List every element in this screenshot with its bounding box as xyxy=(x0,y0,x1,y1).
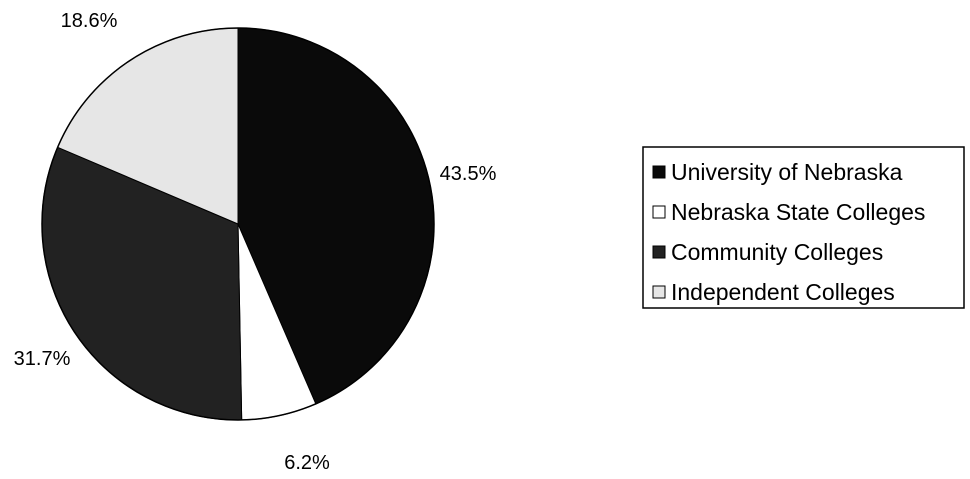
legend: University of Nebraska Nebraska State Col… xyxy=(642,146,965,309)
legend-label-nebraska-state-colleges: Nebraska State Colleges xyxy=(671,199,925,225)
legend-swatch-nebraska-state-colleges xyxy=(652,205,666,219)
legend-swatch-community-colleges xyxy=(652,245,666,259)
legend-swatch-independent-colleges xyxy=(652,285,666,299)
data-label-nebraska-state-colleges: 6.2% xyxy=(284,452,330,474)
legend-label-community-colleges: Community Colleges xyxy=(671,239,883,265)
pie-slices xyxy=(41,27,435,421)
data-labels: 43.5% 6.2% 31.7% 18.6% xyxy=(14,10,497,474)
data-label-university-of-nebraska: 43.5% xyxy=(440,163,497,185)
data-label-independent-colleges: 18.6% xyxy=(61,10,118,32)
legend-swatch-university-of-nebraska xyxy=(652,165,666,179)
legend-box xyxy=(642,146,965,309)
legend-label-independent-colleges: Independent Colleges xyxy=(671,279,895,305)
pie-outline xyxy=(41,27,435,421)
data-label-community-colleges: 31.7% xyxy=(14,348,71,370)
legend-label-university-of-nebraska: University of Nebraska xyxy=(671,159,903,185)
